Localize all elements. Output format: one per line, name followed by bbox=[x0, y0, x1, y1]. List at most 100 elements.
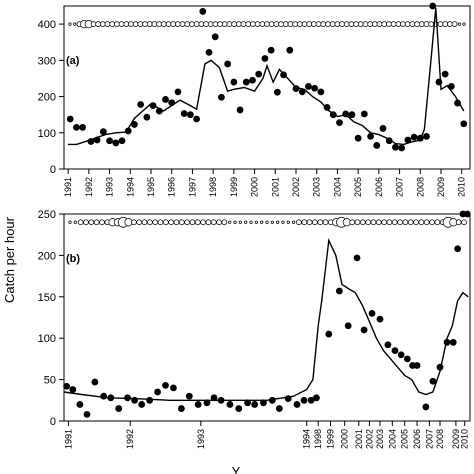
annotation-circle bbox=[311, 21, 317, 27]
annotation-circle bbox=[276, 220, 280, 224]
annotation-circle bbox=[325, 21, 331, 27]
annotation-circle bbox=[306, 219, 313, 226]
annotation-circle bbox=[200, 219, 206, 226]
annotation-circle bbox=[175, 21, 181, 27]
x-tick-label: 2001 bbox=[270, 177, 280, 197]
annotation-circle bbox=[221, 21, 228, 27]
annotation-circle bbox=[402, 219, 409, 226]
data-point bbox=[385, 137, 393, 145]
data-point bbox=[230, 78, 238, 86]
annotation-circle bbox=[381, 21, 388, 27]
annotation-circle bbox=[132, 21, 139, 27]
y-tick-label: 200 bbox=[38, 250, 56, 262]
x-tick-label: 1994 bbox=[302, 429, 312, 449]
panel-b: 0 50 100 150 200 250 1991 1992 1993 1994 1998 1999 2… bbox=[38, 209, 471, 449]
annotation-circle bbox=[395, 21, 402, 27]
annotation-circle bbox=[301, 21, 308, 27]
x-tick-label: 2009 bbox=[451, 429, 461, 449]
annotation-circle bbox=[184, 21, 191, 27]
annotation-circle bbox=[461, 219, 467, 226]
annotation-circle bbox=[397, 219, 403, 226]
data-point bbox=[87, 138, 95, 145]
annotation-circle bbox=[73, 220, 77, 224]
x-tick-label: 1994 bbox=[125, 177, 135, 197]
data-point bbox=[137, 101, 145, 108]
x-tick-label: 2006 bbox=[412, 429, 422, 449]
data-point bbox=[155, 107, 163, 115]
annotation-circle bbox=[203, 21, 209, 27]
x-tick-label: 1993 bbox=[105, 177, 115, 197]
data-point bbox=[284, 395, 292, 403]
x-tick-label: 1998 bbox=[313, 429, 323, 449]
x-tick-label: 2000 bbox=[250, 177, 260, 197]
annotation-circle bbox=[334, 21, 341, 27]
data-point bbox=[373, 142, 381, 149]
annotation-circle bbox=[457, 22, 461, 26]
annotation-circle bbox=[281, 220, 285, 224]
annotation-circle bbox=[365, 219, 372, 226]
data-point bbox=[249, 76, 256, 84]
data-point bbox=[203, 399, 211, 407]
data-point bbox=[392, 143, 399, 151]
data-point bbox=[463, 210, 471, 218]
x-tick-label: 1998 bbox=[208, 177, 218, 197]
data-point bbox=[454, 245, 462, 253]
data-point bbox=[162, 381, 169, 389]
data-point bbox=[93, 136, 101, 144]
annotation-circle bbox=[447, 21, 453, 27]
annotation-circle bbox=[359, 219, 366, 226]
data-point bbox=[305, 83, 312, 90]
annotation-circle bbox=[250, 21, 256, 27]
annotation-circle bbox=[93, 219, 100, 226]
data-point bbox=[242, 78, 250, 86]
annotation-circle bbox=[442, 21, 449, 27]
x-tick-label: 2007 bbox=[395, 177, 405, 197]
annotation-circle bbox=[322, 219, 329, 226]
data-point bbox=[211, 33, 219, 41]
annotation-circle bbox=[390, 21, 397, 27]
annotation-circle bbox=[123, 21, 130, 27]
annotation-circle bbox=[68, 22, 72, 26]
annotation-circle bbox=[367, 21, 374, 27]
annotation-circle bbox=[386, 219, 393, 226]
data-point bbox=[307, 396, 315, 404]
data-point bbox=[329, 111, 337, 119]
data-point bbox=[429, 377, 437, 385]
annotation-circle bbox=[236, 21, 242, 27]
x-tick-label: 2002 bbox=[364, 429, 374, 449]
data-point bbox=[115, 405, 123, 412]
data-point bbox=[124, 127, 132, 135]
data-point bbox=[112, 139, 120, 147]
data-point bbox=[436, 363, 444, 371]
annotation-circle bbox=[212, 21, 219, 27]
annotation-circle bbox=[418, 219, 425, 226]
annotation-circle bbox=[238, 220, 242, 224]
data-point bbox=[360, 326, 368, 334]
annotation-circle bbox=[179, 21, 186, 27]
data-point bbox=[443, 338, 451, 346]
annotation-circle bbox=[428, 21, 435, 27]
data-point bbox=[79, 123, 87, 131]
annotation-circle bbox=[168, 219, 175, 226]
data-point bbox=[336, 119, 343, 127]
data-point bbox=[83, 410, 91, 418]
data-point bbox=[91, 378, 99, 386]
x-tick-label: 2005 bbox=[400, 429, 410, 449]
data-point bbox=[313, 394, 320, 402]
y-tick-label: 100 bbox=[38, 128, 56, 140]
x-tick-label: 2010 bbox=[460, 429, 470, 449]
annotation-circle bbox=[381, 219, 387, 226]
x-tick-label: 2007 bbox=[424, 429, 434, 449]
data-point bbox=[69, 386, 77, 393]
annotation-circle bbox=[437, 21, 444, 27]
annotation-circle bbox=[249, 220, 253, 224]
data-point bbox=[235, 405, 243, 412]
annotation-circle bbox=[193, 21, 200, 27]
annotation-circle bbox=[278, 21, 284, 27]
annotation-circle bbox=[88, 219, 95, 226]
data-point bbox=[168, 99, 176, 107]
data-point bbox=[261, 55, 269, 62]
x-axis-label: Y bbox=[232, 464, 241, 474]
annotation-circle bbox=[254, 220, 258, 224]
